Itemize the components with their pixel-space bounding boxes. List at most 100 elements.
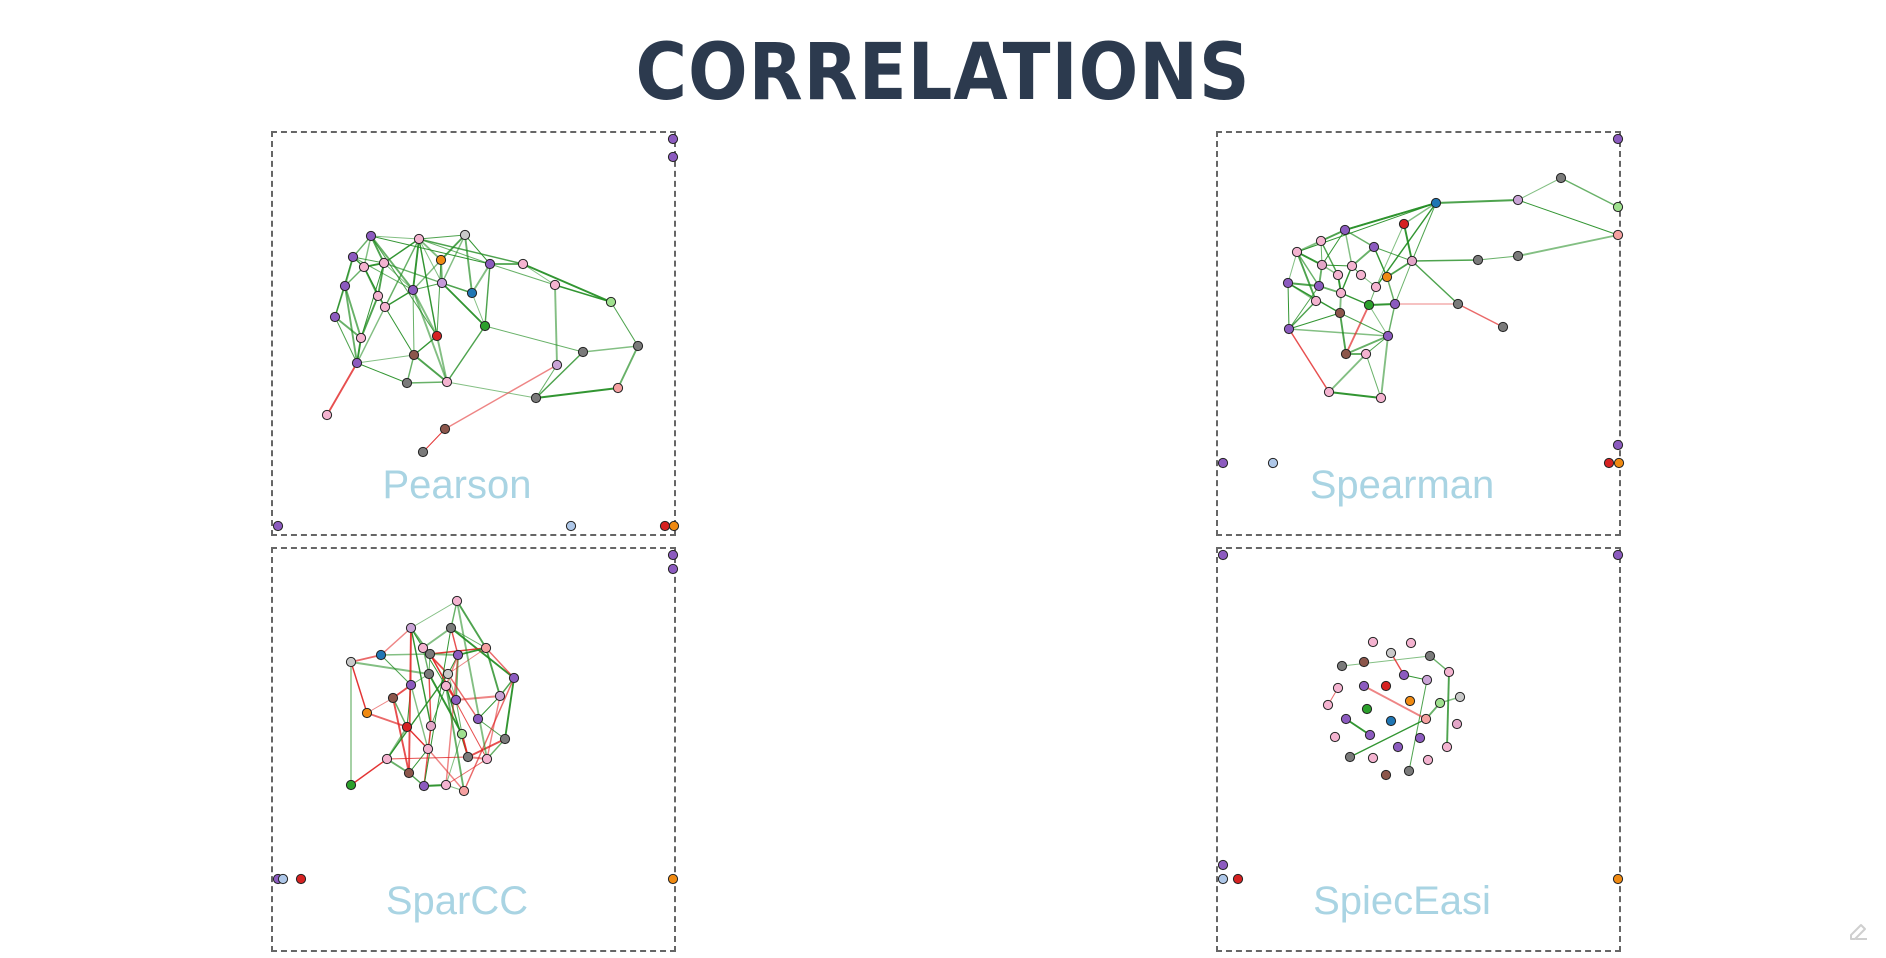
spieceasi-node[interactable]: [1232, 873, 1244, 885]
spearman-node[interactable]: [1291, 246, 1303, 258]
sparcc-node[interactable]: [445, 622, 457, 634]
pearson-node[interactable]: [484, 258, 496, 270]
spieceasi-node[interactable]: [1421, 674, 1433, 686]
pearson-network-graph[interactable]: [272, 133, 680, 534]
pearson-node[interactable]: [479, 320, 491, 332]
spieceasi-node[interactable]: [1414, 732, 1426, 744]
spieceasi-node[interactable]: [1217, 549, 1229, 561]
spearman-node[interactable]: [1430, 197, 1442, 209]
sparcc-node[interactable]: [450, 694, 462, 706]
sparcc-node[interactable]: [440, 680, 452, 692]
pearson-node[interactable]: [668, 520, 680, 532]
sparcc-node[interactable]: [422, 743, 434, 755]
pearson-node[interactable]: [459, 229, 471, 241]
spieceasi-node[interactable]: [1422, 754, 1434, 766]
spearman-node[interactable]: [1339, 224, 1351, 236]
spieceasi-node[interactable]: [1380, 769, 1392, 781]
pearson-node[interactable]: [407, 284, 419, 296]
sparcc-node[interactable]: [361, 707, 373, 719]
spearman-node[interactable]: [1310, 295, 1322, 307]
spieceasi-node[interactable]: [1367, 752, 1379, 764]
sparcc-node[interactable]: [667, 549, 679, 561]
pearson-node[interactable]: [436, 277, 448, 289]
spieceasi-node[interactable]: [1385, 647, 1397, 659]
spearman-node[interactable]: [1283, 323, 1295, 335]
pearson-node[interactable]: [466, 287, 478, 299]
sparcc-node[interactable]: [481, 753, 493, 765]
pearson-node[interactable]: [379, 301, 391, 313]
spieceasi-node[interactable]: [1322, 699, 1334, 711]
spieceasi-node[interactable]: [1367, 636, 1379, 648]
pearson-node[interactable]: [413, 233, 425, 245]
pearson-node[interactable]: [517, 258, 529, 270]
edit-pencil-icon[interactable]: [1848, 920, 1870, 942]
pearson-node[interactable]: [372, 290, 384, 302]
pearson-node[interactable]: [358, 261, 370, 273]
spieceasi-node[interactable]: [1424, 650, 1436, 662]
spieceasi-node[interactable]: [1420, 713, 1432, 725]
pearson-node[interactable]: [272, 520, 284, 532]
sparcc-node[interactable]: [442, 668, 454, 680]
sparcc-node[interactable]: [423, 668, 435, 680]
pearson-node[interactable]: [612, 382, 624, 394]
sparcc-node[interactable]: [494, 690, 506, 702]
pearson-node[interactable]: [667, 151, 679, 163]
spieceasi-node[interactable]: [1329, 731, 1341, 743]
spieceasi-node[interactable]: [1434, 697, 1446, 709]
sparcc-node[interactable]: [375, 649, 387, 661]
spieceasi-node[interactable]: [1358, 680, 1370, 692]
sparcc-node[interactable]: [403, 767, 415, 779]
spearman-node[interactable]: [1389, 298, 1401, 310]
sparcc-node[interactable]: [452, 649, 464, 661]
spearman-node[interactable]: [1332, 269, 1344, 281]
spieceasi-node[interactable]: [1405, 637, 1417, 649]
sparcc-node[interactable]: [345, 656, 357, 668]
spieceasi-node[interactable]: [1404, 695, 1416, 707]
pearson-node[interactable]: [401, 377, 413, 389]
sparcc-node[interactable]: [667, 563, 679, 575]
pearson-node[interactable]: [365, 230, 377, 242]
spieceasi-network-graph[interactable]: [1217, 549, 1624, 950]
spieceasi-node[interactable]: [1358, 656, 1370, 668]
spieceasi-panel[interactable]: SpiecEasi: [1216, 547, 1624, 952]
pearson-node[interactable]: [530, 392, 542, 404]
pearson-node[interactable]: [329, 311, 341, 323]
spearman-node[interactable]: [1512, 194, 1524, 206]
sparcc-node[interactable]: [405, 679, 417, 691]
pearson-node[interactable]: [439, 423, 451, 435]
spieceasi-node[interactable]: [1217, 873, 1229, 885]
sparcc-node[interactable]: [405, 622, 417, 634]
pearson-node[interactable]: [417, 446, 429, 458]
pearson-node[interactable]: [431, 330, 443, 342]
spearman-node[interactable]: [1335, 287, 1347, 299]
spieceasi-node[interactable]: [1392, 741, 1404, 753]
sparcc-node[interactable]: [508, 672, 520, 684]
spearman-node[interactable]: [1375, 392, 1387, 404]
spearman-node[interactable]: [1512, 250, 1524, 262]
spearman-node[interactable]: [1613, 457, 1625, 469]
spieceasi-node[interactable]: [1441, 741, 1453, 753]
pearson-node[interactable]: [378, 257, 390, 269]
sparcc-node[interactable]: [277, 873, 289, 885]
spieceasi-node[interactable]: [1361, 703, 1373, 715]
spearman-node[interactable]: [1398, 218, 1410, 230]
spearman-node[interactable]: [1313, 280, 1325, 292]
pearson-node[interactable]: [667, 133, 679, 145]
sparcc-node[interactable]: [381, 753, 393, 765]
spearman-node[interactable]: [1381, 271, 1393, 283]
spearman-node[interactable]: [1612, 229, 1624, 241]
pearson-node[interactable]: [347, 251, 359, 263]
pearson-node[interactable]: [355, 332, 367, 344]
sparcc-node[interactable]: [462, 751, 474, 763]
spieceasi-node[interactable]: [1612, 873, 1624, 885]
spieceasi-node[interactable]: [1340, 713, 1352, 725]
sparcc-node[interactable]: [424, 648, 436, 660]
pearson-node[interactable]: [565, 520, 577, 532]
spearman-node[interactable]: [1363, 299, 1375, 311]
spearman-node[interactable]: [1603, 457, 1615, 469]
pearson-node[interactable]: [339, 280, 351, 292]
spearman-node[interactable]: [1497, 321, 1509, 333]
spearman-network-graph[interactable]: [1217, 133, 1625, 534]
sparcc-node[interactable]: [458, 785, 470, 797]
sparcc-node[interactable]: [418, 780, 430, 792]
